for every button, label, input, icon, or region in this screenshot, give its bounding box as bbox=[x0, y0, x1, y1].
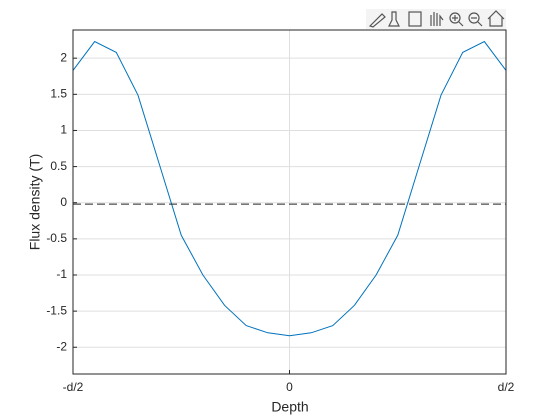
y-tick-label: -0.5 bbox=[46, 231, 67, 245]
tool-pan[interactable] bbox=[430, 12, 444, 26]
axes-box bbox=[72, 29, 507, 375]
y-tick-label: -1 bbox=[56, 267, 67, 281]
toolbar[interactable] bbox=[366, 9, 506, 29]
data-line bbox=[72, 40, 507, 337]
y-tick-label: 1 bbox=[60, 123, 67, 137]
y-tick-label: 0 bbox=[60, 195, 67, 209]
tool-edit[interactable] bbox=[368, 13, 386, 28]
tool-home[interactable] bbox=[487, 10, 505, 27]
x-tick-label: -d/2 bbox=[63, 380, 84, 394]
tool-zoom-out[interactable] bbox=[468, 12, 480, 24]
tool-legend[interactable] bbox=[408, 11, 422, 27]
y-tick-label: 1.5 bbox=[50, 86, 67, 100]
tool-brush[interactable] bbox=[388, 11, 400, 27]
x-axis-label: Depth bbox=[271, 399, 308, 415]
tool-zoom-in[interactable] bbox=[449, 12, 461, 24]
y-tick-label: 2 bbox=[60, 50, 67, 64]
y-tick-label: -2 bbox=[56, 339, 67, 353]
y-axis-label: Flux density (T) bbox=[27, 154, 43, 250]
y-tick-label: -1.5 bbox=[46, 303, 67, 317]
x-tick-label: d/2 bbox=[498, 380, 515, 394]
toolbar-bg bbox=[366, 9, 506, 29]
y-tick-label: 0.5 bbox=[50, 159, 67, 173]
x-tick-label: 0 bbox=[286, 380, 293, 394]
